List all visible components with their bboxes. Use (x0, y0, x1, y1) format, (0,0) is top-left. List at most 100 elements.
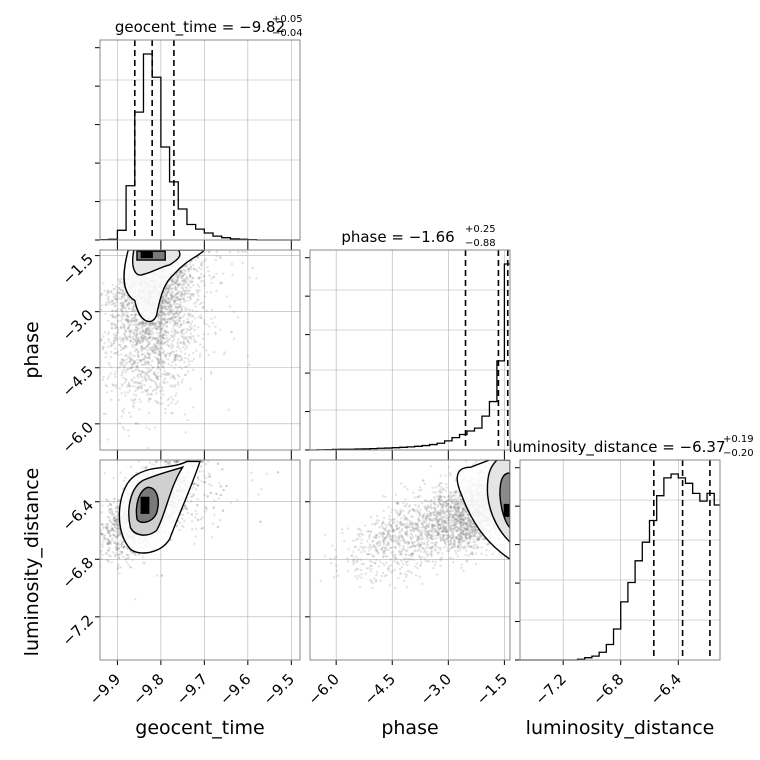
scatter-point (185, 365, 189, 368)
scatter-point (126, 385, 129, 389)
scatter-point (180, 381, 184, 384)
scatter-point (175, 283, 178, 286)
scatter-point (159, 340, 163, 344)
scatter-point (106, 289, 110, 292)
scatter-point (129, 415, 133, 418)
scatter-point (155, 367, 159, 370)
scatter-point (143, 324, 146, 328)
scatter-point (205, 309, 208, 312)
scatter-point (125, 299, 128, 303)
scatter-point (156, 401, 159, 404)
scatter-point (170, 280, 174, 283)
scatter-point (107, 438, 110, 441)
scatter-point (171, 295, 174, 298)
scatter-point (110, 342, 113, 345)
scatter-point (169, 321, 172, 324)
scatter-point (131, 558, 134, 562)
scatter-point (81, 526, 83, 528)
scatter-point (121, 347, 125, 351)
scatter-point (194, 535, 198, 538)
scatter-point (177, 383, 180, 386)
scatter-point (142, 330, 145, 334)
scatter-point (170, 297, 173, 301)
scatter-point (162, 349, 166, 353)
scatter-point (135, 334, 139, 337)
scatter-point (191, 320, 194, 323)
scatter-point (139, 372, 142, 376)
scatter-point (169, 372, 172, 376)
scatter-point (129, 465, 133, 469)
scatter-point (151, 330, 154, 333)
scatter-point (145, 327, 148, 330)
scatter-point (147, 343, 150, 346)
scatter-point (120, 362, 124, 365)
scatter-point (132, 303, 136, 307)
scatter-point (113, 302, 116, 306)
scatter-point (86, 551, 88, 553)
scatter-point (106, 542, 110, 545)
scatter-point (128, 336, 131, 339)
scatter-point (152, 321, 155, 325)
scatter-point (159, 317, 162, 320)
scatter-point (104, 356, 108, 359)
scatter-point (220, 468, 223, 471)
title-luminosity-distance-main: luminosity_distance = −6.37 (508, 438, 725, 457)
scatter-point (140, 349, 143, 352)
scatter-point (140, 386, 143, 390)
scatter-point (134, 321, 138, 324)
scatter-point (178, 359, 181, 362)
scatter-point (127, 326, 130, 330)
scatter-point (144, 330, 147, 333)
scatter-point (162, 323, 165, 326)
scatter-point (165, 312, 168, 315)
scatter-point (148, 323, 151, 326)
scatter-point (237, 250, 240, 254)
scatter-point (189, 274, 192, 278)
scatter-point (178, 297, 182, 301)
scatter-point (161, 341, 164, 344)
scatter-point (118, 336, 122, 339)
scatter-point (183, 337, 186, 341)
scatter-point (119, 297, 123, 301)
scatter-point (145, 373, 149, 377)
scatter-point (100, 531, 103, 535)
scatter-point (154, 373, 157, 377)
scatter-point (138, 370, 142, 373)
scatter-point (158, 351, 161, 354)
scatter-point (149, 363, 153, 367)
scatter-point (167, 304, 171, 308)
scatter-point (197, 294, 200, 297)
scatter-point (141, 379, 144, 382)
scatter-point (188, 299, 191, 302)
scatter-point (156, 378, 160, 381)
scatter-point (100, 557, 104, 560)
scatter-point (198, 303, 201, 306)
scatter-point (170, 293, 173, 296)
scatter-point (107, 538, 110, 541)
scatter-point (140, 321, 143, 324)
scatter-point (112, 476, 115, 480)
scatter-point (124, 377, 128, 381)
scatter-point (189, 293, 193, 296)
scatter-point (132, 362, 136, 366)
scatter-point (179, 298, 182, 301)
scatter-point (170, 335, 173, 338)
scatter-point (136, 388, 139, 391)
scatter-point (135, 329, 138, 332)
scatter-point (121, 346, 125, 350)
scatter-point (128, 335, 132, 339)
scatter-point (133, 376, 136, 379)
scatter-point (107, 531, 111, 535)
scatter-point (106, 542, 109, 546)
scatter-point (153, 351, 157, 354)
scatter-point (188, 274, 192, 278)
scatter-point (109, 344, 113, 347)
scatter-point (183, 313, 186, 316)
scatter-point (158, 352, 162, 356)
scatter-point (187, 270, 190, 273)
scatter-point (147, 324, 150, 327)
scatter-point (158, 382, 161, 386)
scatter-point (114, 334, 117, 337)
scatter-point (111, 315, 114, 319)
scatter-point (140, 346, 143, 349)
